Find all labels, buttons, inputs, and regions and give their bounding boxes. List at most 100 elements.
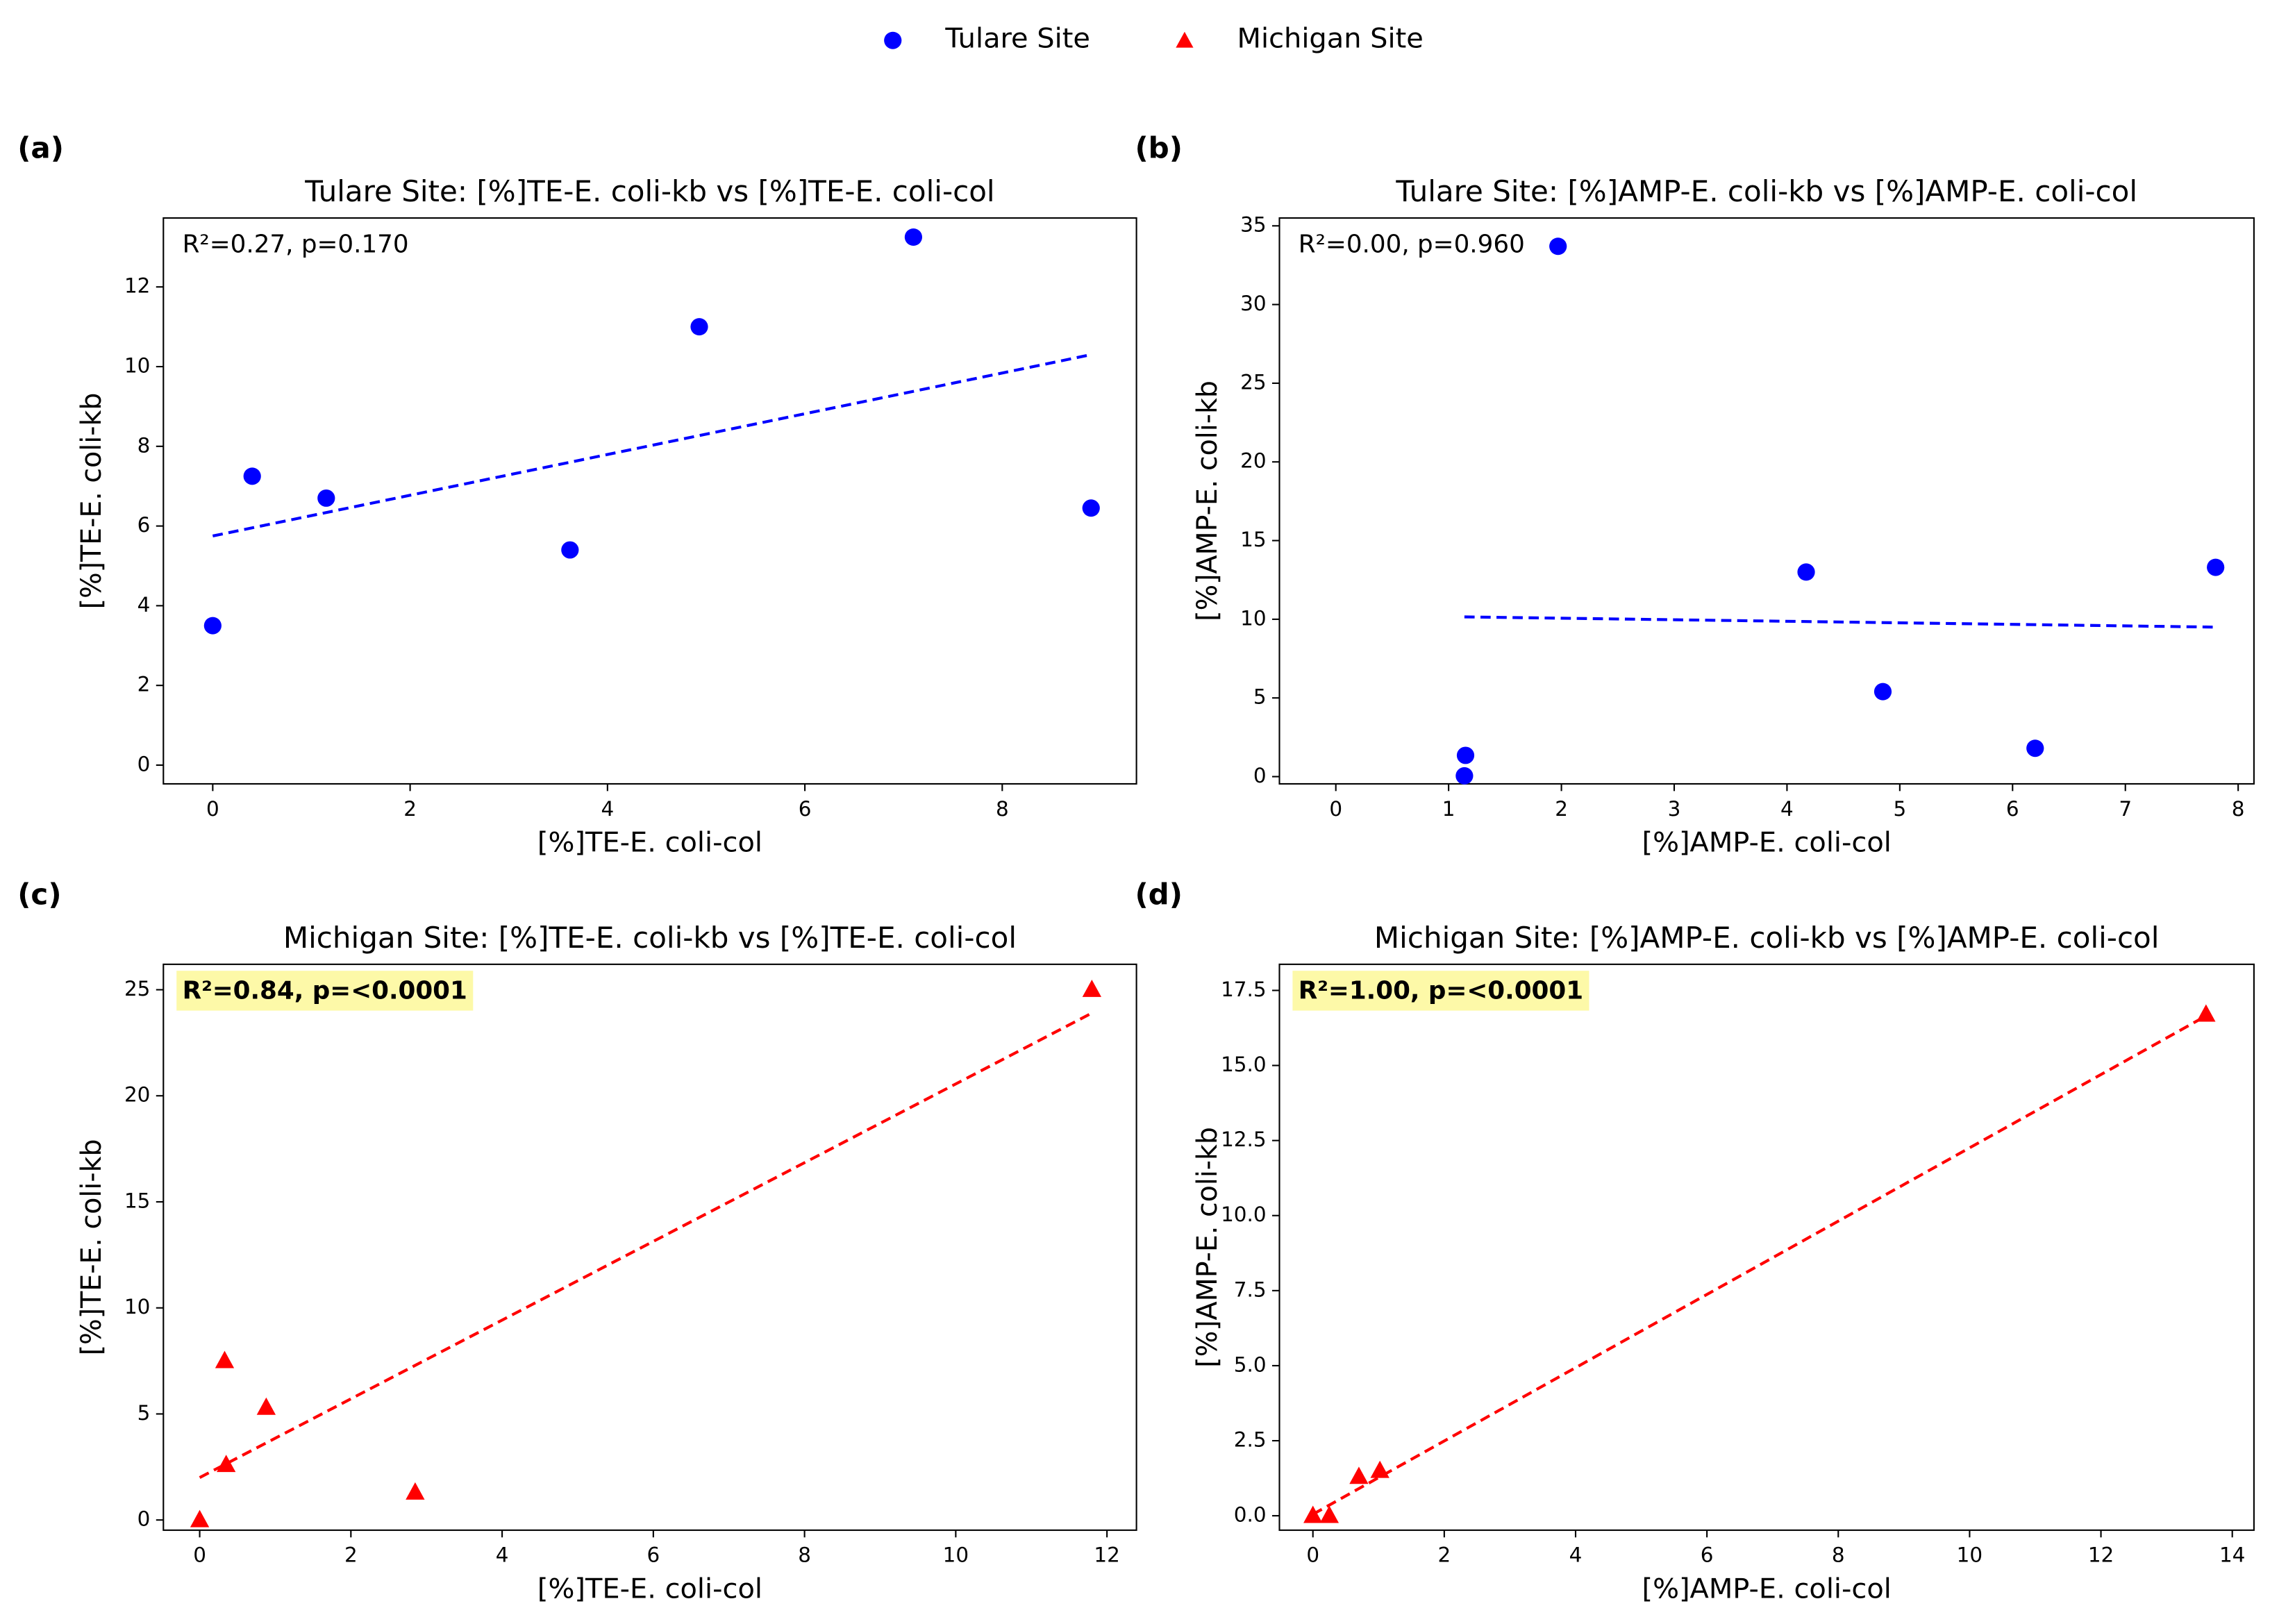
y-tick-label: 7.5	[1234, 1278, 1267, 1301]
x-tick-label: 2	[344, 1543, 358, 1567]
x-tick-label: 6	[646, 1543, 660, 1567]
x-tick-label: 2	[1437, 1543, 1451, 1567]
annotation: R²=0.00, p=0.960	[1299, 231, 1525, 259]
y-axis-label: [%]TE-E. coli-kb	[76, 1139, 108, 1355]
y-tick-label: 2.5	[1234, 1428, 1267, 1452]
annotation: R²=0.27, p=0.170	[183, 231, 409, 259]
y-tick-label: 10.0	[1221, 1203, 1266, 1226]
y-tick-label: 20	[124, 1083, 150, 1107]
y-tick-label: 5	[1253, 685, 1267, 709]
x-tick-label: 10	[943, 1543, 969, 1567]
data-point	[1082, 979, 1102, 997]
x-tick-label: 6	[799, 797, 812, 821]
annotation-box	[176, 971, 474, 1011]
legend-marker	[1176, 31, 1194, 48]
x-tick-label: 8	[1832, 1543, 1845, 1567]
y-axis-label: [%]AMP-E. coli-kb	[1192, 1127, 1224, 1368]
data-point	[1370, 1460, 1389, 1478]
x-tick-label: 8	[2232, 797, 2245, 821]
x-tick-label: 5	[1893, 797, 1906, 821]
data-point	[1319, 1505, 1340, 1523]
data-point	[1349, 1466, 1369, 1484]
x-tick-label: 2	[1555, 797, 1568, 821]
data-point	[317, 489, 335, 507]
legend-label: Michigan Site	[1237, 23, 1424, 55]
legend-marker	[884, 31, 902, 49]
data-point	[1082, 499, 1100, 517]
y-tick-label: 5	[137, 1401, 151, 1425]
y-axis-label: [%]AMP-E. coli-kb	[1192, 380, 1224, 621]
trend-line	[212, 353, 1092, 537]
data-point	[406, 1482, 425, 1500]
x-tick-label: 4	[496, 1543, 509, 1567]
y-tick-label: 10	[124, 354, 150, 378]
x-tick-label: 14	[2219, 1543, 2245, 1567]
data-point	[190, 1509, 210, 1527]
y-axis-label: [%]TE-E. coli-kb	[76, 393, 108, 610]
y-tick-label: 12.5	[1221, 1128, 1266, 1151]
panel-label: (d)	[1135, 878, 1183, 912]
y-tick-label: 5.0	[1234, 1353, 1267, 1377]
x-tick-label: 3	[1668, 797, 1681, 821]
panel-label: (c)	[17, 878, 61, 912]
annotation: R²=0.84, p=<0.0001	[183, 976, 467, 1005]
y-tick-label: 20	[1240, 449, 1266, 473]
data-point	[1303, 1505, 1323, 1523]
chart-title: Michigan Site: [%]TE-E. coli-kb vs [%]TE…	[283, 921, 1017, 955]
y-tick-label: 0	[1253, 764, 1267, 787]
y-tick-label: 30	[1240, 292, 1266, 315]
data-point	[256, 1397, 276, 1415]
annotation: R²=1.00, p=<0.0001	[1299, 976, 1583, 1005]
data-point	[2196, 1004, 2216, 1022]
data-point	[215, 1350, 235, 1368]
x-tick-label: 0	[1329, 797, 1342, 821]
data-point	[1873, 683, 1892, 701]
y-tick-label: 4	[137, 593, 151, 617]
plot-frame	[1278, 963, 2255, 1531]
x-tick-label: 0	[193, 1543, 206, 1567]
data-point	[243, 467, 261, 485]
data-point	[2026, 739, 2044, 757]
chart-title: Michigan Site: [%]AMP-E. coli-kb vs [%]A…	[1374, 921, 2160, 955]
x-tick-label: 1	[1442, 797, 1455, 821]
x-tick-label: 7	[2119, 797, 2132, 821]
y-tick-label: 8	[137, 433, 151, 457]
y-tick-label: 10	[1240, 606, 1266, 630]
trend-line	[199, 1012, 1093, 1479]
data-point	[203, 617, 222, 635]
x-tick-label: 8	[996, 797, 1009, 821]
data-point	[1455, 767, 1474, 785]
y-tick-label: 0	[137, 753, 151, 776]
x-tick-label: 8	[798, 1543, 811, 1567]
x-tick-label: 2	[403, 797, 417, 821]
x-tick-label: 6	[2006, 797, 2019, 821]
panel-label: (b)	[1135, 131, 1183, 165]
plot-frame	[162, 963, 1137, 1531]
data-point	[904, 228, 923, 246]
data-point	[217, 1455, 236, 1473]
x-tick-label: 4	[601, 797, 614, 821]
plot-frame	[1278, 217, 2255, 785]
trend-line	[1464, 615, 2216, 629]
plot-frame	[162, 217, 1137, 785]
data-point	[690, 318, 708, 336]
x-tick-label: 6	[1701, 1543, 1714, 1567]
y-tick-label: 0	[137, 1507, 151, 1531]
data-point	[1797, 563, 1815, 581]
chart-title: Tulare Site: [%]AMP-E. coli-kb vs [%]AMP…	[1395, 174, 2137, 208]
y-tick-label: 6	[137, 513, 151, 537]
y-tick-label: 15	[1240, 528, 1266, 551]
y-tick-label: 0.0	[1234, 1503, 1267, 1527]
x-tick-label: 4	[1569, 1543, 1583, 1567]
y-tick-label: 35	[1240, 213, 1266, 237]
y-tick-label: 2	[137, 673, 151, 696]
x-axis-label: [%]TE-E. coli-col	[537, 1573, 762, 1605]
x-axis-label: [%]TE-E. coli-col	[537, 827, 762, 859]
chart-title: Tulare Site: [%]TE-E. coli-kb vs [%]TE-E…	[304, 174, 994, 208]
y-tick-label: 15	[124, 1189, 150, 1213]
annotation-box	[1292, 971, 1589, 1011]
y-tick-label: 17.5	[1221, 978, 1266, 1001]
data-point	[1549, 237, 1567, 256]
